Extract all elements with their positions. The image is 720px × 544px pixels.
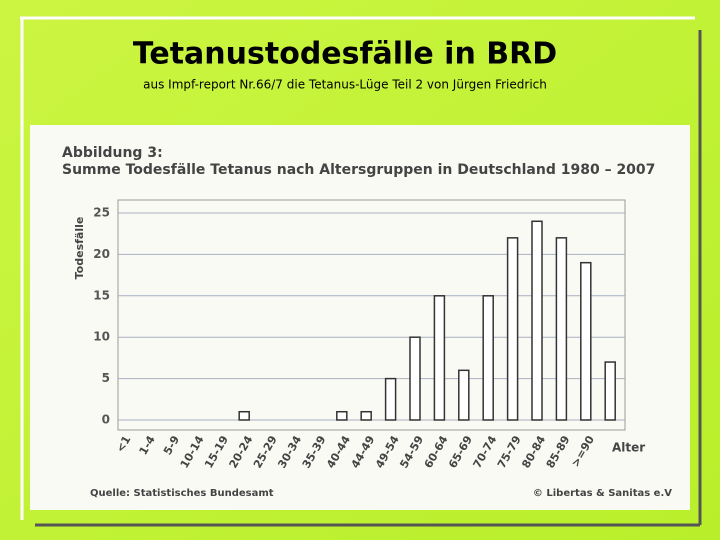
chart-subtitle: Summe Todesfälle Tetanus nach Altersgrup… bbox=[62, 162, 655, 178]
y-tick-label: 0 bbox=[102, 413, 110, 427]
chart-title: Abbildung 3: bbox=[62, 145, 163, 161]
bar bbox=[433, 295, 446, 421]
y-tick-label: 20 bbox=[93, 247, 110, 261]
bar bbox=[360, 410, 372, 421]
bar bbox=[409, 336, 421, 421]
bar bbox=[482, 295, 494, 421]
bar bbox=[531, 220, 543, 421]
bar bbox=[336, 410, 348, 421]
y-tick-label: 10 bbox=[93, 330, 110, 344]
bar bbox=[238, 410, 250, 421]
y-tick-label: 25 bbox=[93, 206, 110, 220]
copyright: © Libertas & Sanitas e.V bbox=[533, 488, 672, 499]
plot-frame bbox=[117, 199, 626, 431]
source: Quelle: Statistisches Bundesamt bbox=[90, 488, 274, 499]
bar bbox=[506, 237, 519, 421]
chart-image bbox=[30, 125, 690, 510]
x-axis-label: Alter bbox=[612, 441, 645, 455]
bar bbox=[555, 237, 568, 421]
y-axis-label: Todesfälle bbox=[73, 217, 86, 280]
bar bbox=[604, 361, 616, 421]
bar bbox=[384, 377, 397, 421]
bar bbox=[580, 261, 592, 421]
y-tick-label: 5 bbox=[102, 371, 110, 385]
y-tick-label: 15 bbox=[93, 288, 110, 302]
slide-title: Tetanustodesfälle in BRD bbox=[133, 37, 557, 72]
slide-subtitle: aus Impf-report Nr.66/7 die Tetanus-Lüge… bbox=[143, 78, 547, 92]
bar bbox=[458, 369, 470, 421]
